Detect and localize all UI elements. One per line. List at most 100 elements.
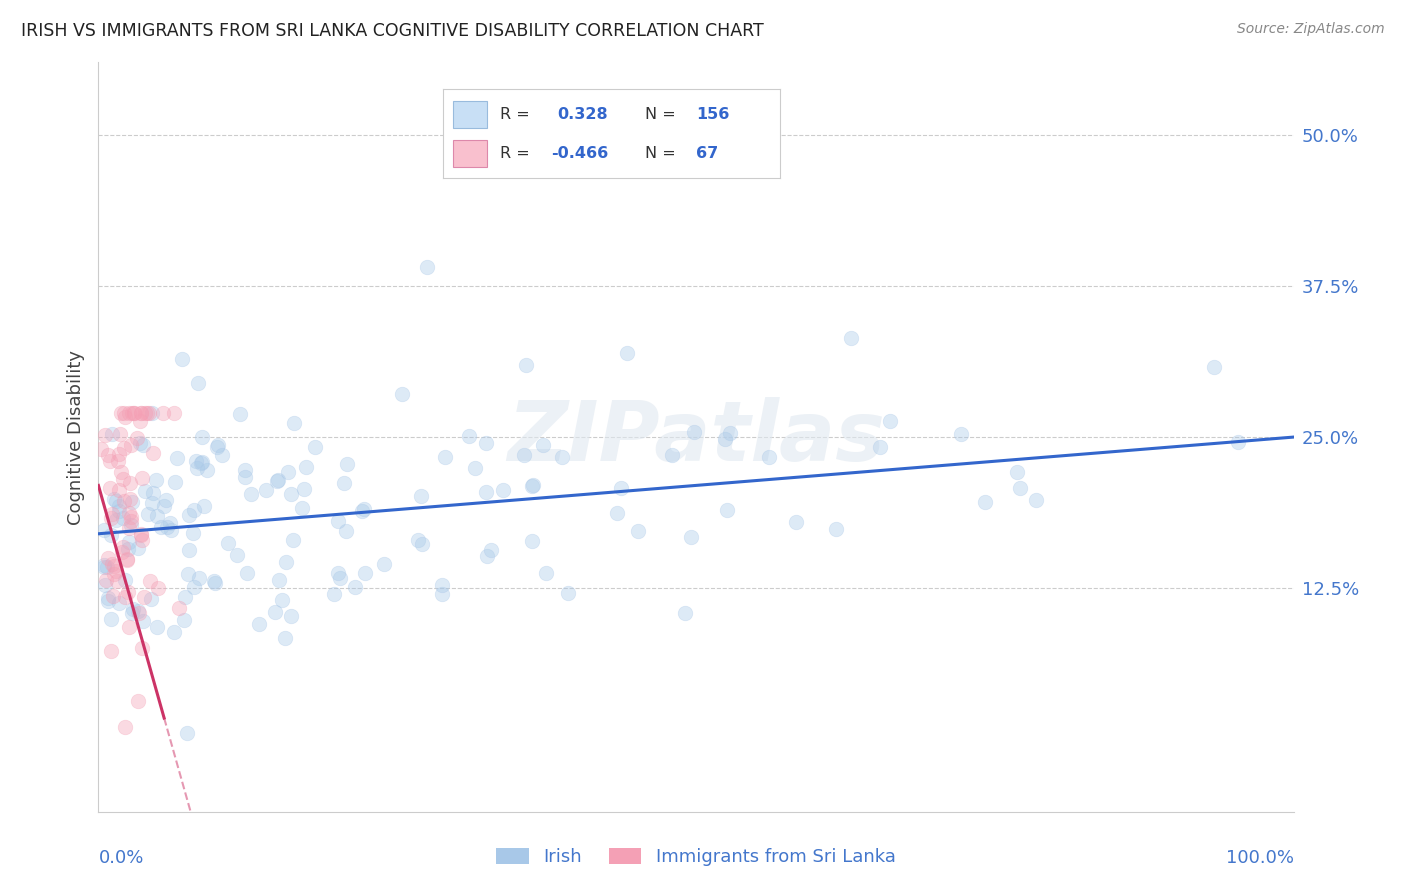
Point [138,406,160,420]
Point [114,409,136,424]
Y-axis label: Cognitive Disability: Cognitive Disability [66,350,84,524]
Point [125,431,148,445]
Point [373,557,395,571]
Text: 67: 67 [696,146,718,161]
Point [179,508,201,522]
Point [105,513,128,527]
Point [110,426,132,441]
Point [103,567,125,582]
Point [475,485,498,500]
Text: 100.0%: 100.0% [1226,849,1294,867]
Point [104,564,127,578]
Point [333,475,356,490]
Point [176,726,198,740]
Point [141,407,163,421]
Point [166,450,188,465]
Point [233,469,256,483]
Text: IRISH VS IMMIGRANTS FROM SRI LANKA COGNITIVE DISABILITY CORRELATION CHART: IRISH VS IMMIGRANTS FROM SRI LANKA COGNI… [21,22,763,40]
Point [391,386,413,401]
Point [492,483,515,498]
Point [207,438,229,452]
Point [207,440,229,454]
Point [114,573,136,587]
Point [295,460,318,475]
Point [118,534,141,549]
Point [118,620,141,634]
Point [682,425,704,439]
Point [127,604,149,618]
Point [266,474,288,488]
Point [271,592,294,607]
Point [131,471,153,485]
Point [186,453,208,467]
Point [101,426,124,441]
Point [673,606,696,620]
Point [121,602,143,616]
Point [973,495,995,509]
Point [120,437,142,451]
Point [191,430,214,444]
Text: Source: ZipAtlas.com: Source: ZipAtlas.com [1237,22,1385,37]
Point [416,260,439,274]
Point [191,455,214,469]
Legend: Irish, Immigrants from Sri Lanka: Irish, Immigrants from Sri Lanka [496,848,896,866]
Point [716,503,738,517]
Point [276,555,298,569]
Text: 156: 156 [696,107,730,121]
Point [101,590,124,604]
Point [122,406,145,420]
Point [97,551,120,566]
Point [177,542,200,557]
Point [1025,492,1047,507]
Point [129,415,152,429]
Point [105,574,128,588]
Point [111,472,134,486]
Point [292,482,315,496]
Point [103,559,125,574]
Point [121,607,143,621]
Point [879,414,901,428]
Point [100,644,122,658]
Point [115,552,138,566]
Point [522,478,544,492]
Point [120,517,142,532]
Point [354,566,377,580]
Point [94,573,117,587]
Point [118,521,141,535]
Point [1226,435,1249,450]
Point [950,426,973,441]
Point [515,358,537,372]
Point [97,448,120,462]
Point [336,458,359,472]
Point [167,600,190,615]
Point [142,485,165,500]
Point [758,450,780,464]
Point [479,543,502,558]
Point [131,641,153,656]
Point [183,580,205,594]
Point [122,406,145,420]
Point [150,520,173,534]
Point [127,694,149,708]
Point [108,447,131,461]
Point [627,524,650,538]
Point [108,596,131,610]
Point [114,720,136,734]
Point [100,612,122,626]
Point [132,438,155,452]
Point [97,591,120,605]
Point [121,495,143,509]
Point [94,428,117,442]
Point [186,461,208,475]
Point [785,515,807,529]
Point [475,436,498,450]
Point [112,540,135,554]
Point [134,483,156,498]
Point [274,631,297,645]
Point [120,510,142,524]
Point [187,376,209,391]
Point [120,514,142,528]
Point [280,487,302,501]
Point [616,346,638,360]
Bar [453,140,486,167]
